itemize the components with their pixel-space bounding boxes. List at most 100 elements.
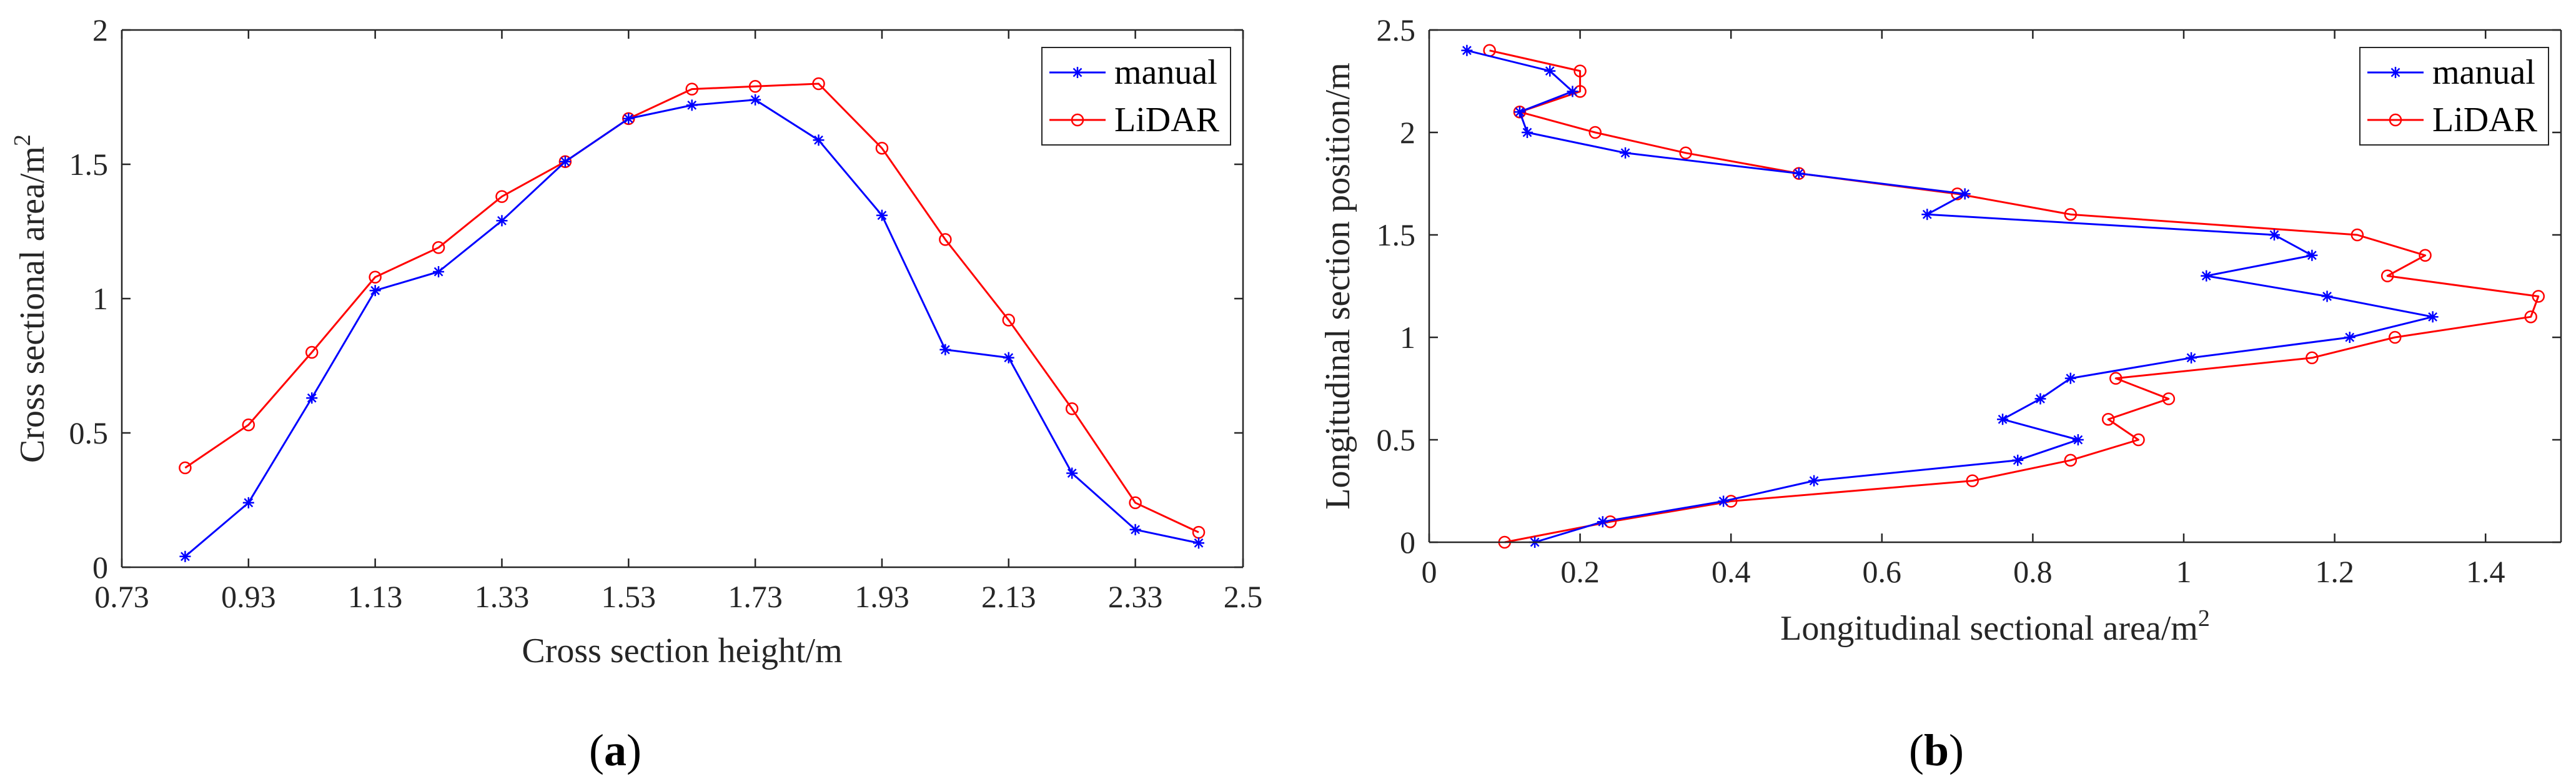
chart-b-x-tick-label: 1.4 — [2466, 554, 2505, 589]
chart-a-legend-lidar-marker-glyph — [1071, 113, 1084, 127]
chart-a-series-lidar-point — [495, 190, 508, 203]
chart-a-x-tick-label: 1.73 — [728, 579, 783, 614]
chart-b-panel-close: ) — [1949, 725, 1964, 775]
chart-a-legend-manual-marker-glyph — [1072, 67, 1083, 78]
chart-a-legend-manual-marker — [1072, 67, 1083, 78]
chart-b-series-manual-point — [1921, 209, 1933, 221]
chart-b-series-manual-point-stroke-3 — [1568, 87, 1577, 96]
chart-b-series-lidar-point — [2064, 454, 2078, 467]
chart-b-y-tick-label: 1 — [1400, 320, 1415, 355]
chart-b-series-lidar-point — [2419, 249, 2432, 262]
chart-b-series-manual-point — [2344, 332, 2356, 343]
chart-a-series-manual-point-stroke-3 — [687, 101, 697, 110]
chart-b-series-manual-point — [2268, 229, 2280, 241]
chart-a-series-manual-point-stroke-3 — [1194, 538, 1204, 548]
chart-b-series-manual-point-stroke-3 — [1598, 517, 1608, 527]
chart-b-panel-label: (b) — [1909, 725, 1964, 775]
chart-b-series-manual-point — [2064, 372, 2076, 384]
chart-b-series-manual-point — [1513, 106, 1525, 118]
chart-a-series-manual-point-stroke-3 — [750, 95, 760, 105]
chart-a-legend-box — [1041, 47, 1231, 146]
chart-b-x-axis-label: Longitudinal sectional area/m2 — [1780, 605, 2210, 648]
chart-a-legend: manual LiDAR — [1041, 47, 1231, 146]
chart-a-series-manual-point-stroke-3 — [877, 211, 887, 221]
chart-b-series-manual-point — [1997, 414, 2009, 425]
chart-a-panel-label: (a) — [589, 725, 642, 775]
chart-a-series-lidar-line — [184, 82, 1199, 533]
chart-b-series-manual-point — [2186, 352, 2197, 364]
chart-a-series-manual-point — [496, 215, 508, 227]
chart-b-x-tick-label: 0.2 — [1560, 554, 1600, 589]
chart-a-series-manual-point-stroke-3 — [244, 498, 254, 508]
chart-b-legend-lidar-marker — [2389, 113, 2402, 127]
chart-b-panel-open: ( — [1909, 725, 1924, 775]
chart-b-series-manual-point — [1959, 188, 1971, 200]
chart-b-series-lidar-point — [2101, 412, 2115, 426]
chart-b-series-manual-point — [2201, 270, 2212, 282]
chart-a-series-lidar-point — [242, 418, 255, 432]
chart-b-y-tick-label: 1.5 — [1377, 217, 1416, 252]
chart-a-series-lidar-point — [1129, 496, 1142, 510]
chart-b-series-manual-point — [2321, 290, 2333, 302]
chart-b-series-manual-point — [1808, 475, 1820, 487]
chart-a-series-manual-point-stroke-3 — [433, 267, 443, 277]
chart-a-y-tick-label: 1.5 — [69, 147, 109, 182]
chart-a-series-manual-point-stroke-3 — [940, 345, 950, 355]
chart-a-y-tick-label: 0 — [92, 550, 108, 585]
chart-a-x-tick-label: 0.73 — [94, 579, 149, 614]
chart-a-series-manual-point — [306, 392, 318, 404]
chart-a-x-tick-label: 2.13 — [981, 579, 1036, 614]
chart-b-series-manual-point — [1597, 516, 1608, 528]
chart-b-series-lidar-point — [2351, 228, 2364, 242]
chart-a-series-manual-point — [559, 156, 571, 167]
chart-b-series-manual-point-stroke-3 — [2013, 455, 2023, 465]
chart-a-x-tick-label: 2.5 — [1224, 579, 1263, 614]
chart-a-tick-layer: 0.73 0.93 1.13 1.33 1.53 1.73 1.93 2.13 2.33 2.5 0… — [69, 12, 1263, 614]
chart-a-series-manual-point — [1193, 537, 1205, 549]
chart-b-series-lidar-point — [1966, 474, 1979, 487]
chart-b-x-tick-label: 1 — [2176, 554, 2192, 589]
chart-a-legend-lidar-marker — [1071, 113, 1084, 127]
chart-a-series-lidar-point — [685, 82, 698, 96]
chart-b-series-manual-point-stroke-3 — [1462, 46, 1472, 56]
chart-b-series-manual-point-stroke-3 — [1515, 107, 1525, 117]
chart-b-series-manual-point — [2034, 393, 2046, 405]
chart-a-y-tick-label: 0.5 — [69, 415, 109, 450]
chart-b-series-manual-point-stroke-3 — [1718, 497, 1728, 506]
chart-b-x-tick-label: 1.2 — [2315, 554, 2354, 589]
chart-a-y-axis-label-text: Cross sectional area/m — [13, 146, 52, 463]
chart-b-series-manual-point-stroke-3 — [2201, 271, 2211, 280]
chart-a-x-tick-label: 1.13 — [348, 579, 403, 614]
chart-a-series-manual-point — [623, 112, 635, 124]
chart-b-y-tick-label: 2 — [1400, 115, 1415, 150]
chart-a-series-layer — [179, 77, 1206, 562]
chart-b-series-manual-point-stroke-3 — [2073, 435, 2083, 445]
chart-a-series-manual-point — [1003, 352, 1014, 364]
chart-b-legend: manual LiDAR — [2359, 47, 2549, 146]
chart-a-series-manual-point-stroke-3 — [1131, 525, 1140, 535]
chart-b-y-tick-label: 0.5 — [1377, 422, 1416, 457]
chart-b-series-manual-point-stroke-3 — [1522, 127, 1532, 137]
chart-a-x-tick-label: 1.53 — [602, 579, 656, 614]
chart-b-y-tick-label: 0 — [1400, 525, 1415, 560]
chart-b-series-manual-point — [2012, 454, 2024, 466]
chart-b-y-axis-label: Longitudinal section position/m — [1319, 62, 1357, 510]
chart-a-series-manual-point — [939, 344, 951, 355]
chart-b-legend-box — [2359, 47, 2549, 146]
chart-a-series-manual-point — [242, 497, 254, 509]
chart-b-x-axis-label-text: Longitudinal sectional area/m — [1780, 609, 2198, 648]
chart-b-x-tick-label: 0.4 — [1712, 554, 1751, 589]
chart-a-series-manual-point — [1066, 467, 1078, 479]
chart-b-series-manual-point — [2427, 311, 2439, 323]
chart-a-legend-manual-label: manual — [1114, 53, 1217, 92]
chart-a-series-manual-point-stroke-3 — [370, 285, 380, 295]
chart-b-series-manual-point — [1544, 65, 1556, 77]
chart-b-series-layer — [1461, 44, 2545, 549]
chart-b-series-manual-point-stroke-3 — [1998, 414, 2008, 424]
chart-b-series-lidar-point — [1588, 126, 1602, 139]
chart-b-legend-manual-label: manual — [2432, 53, 2535, 92]
chart-b-series-manual-point-stroke-3 — [2269, 230, 2279, 240]
chart-b-series-manual-point-stroke-3 — [1809, 476, 1819, 485]
chart-a-series-manual-point — [813, 134, 825, 146]
